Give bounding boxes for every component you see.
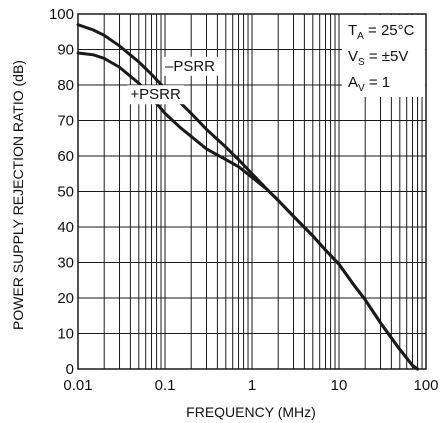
series-label: –PSRR xyxy=(165,58,215,75)
y-tick-label: 10 xyxy=(57,326,74,343)
y-axis-title: POWER SUPPLY REJECTION RATIO (dB) xyxy=(10,60,26,330)
series-label-bg xyxy=(162,56,219,76)
plot-border xyxy=(77,13,427,370)
x-tick-label: 0.01 xyxy=(63,377,92,394)
conditions-bg xyxy=(342,15,425,97)
plot-frame xyxy=(77,13,427,370)
condition-line: AV = 1 xyxy=(348,74,390,94)
y-tick-label: 0 xyxy=(66,361,74,378)
y-tick-label: 60 xyxy=(57,148,74,165)
x-axis-title: FREQUENCY (MHz) xyxy=(186,404,316,420)
condition-line: TA = 25°C xyxy=(348,22,415,42)
y-tick-label: 20 xyxy=(57,290,74,307)
x-tick-label: 1 xyxy=(248,377,256,394)
series-label-bg xyxy=(127,85,184,105)
x-tick-label: 100 xyxy=(413,377,438,394)
y-tick-label: 90 xyxy=(57,42,74,59)
x-tick-label: 10 xyxy=(331,377,348,394)
y-tick-label: 50 xyxy=(57,184,74,201)
x-tick-label: 0.1 xyxy=(155,377,176,394)
conditions-box: TA = 25°C VS = ±5V AV = 1 xyxy=(342,15,425,97)
tick-labels: 0 10 20 30 40 50 60 70 80 90 100 0.01 0.1 1 10 100 xyxy=(49,6,439,394)
series-lines xyxy=(76,23,420,371)
annotations: –PSRR +PSRR xyxy=(127,56,219,105)
series-line-plus-psrr xyxy=(76,51,420,371)
y-tick-label: 70 xyxy=(57,113,74,130)
series-label: +PSRR xyxy=(130,86,181,103)
y-tick-label: 100 xyxy=(49,6,74,23)
condition-line: VS = ±5V xyxy=(348,48,408,68)
y-tick-label: 40 xyxy=(57,219,74,236)
y-tick-label: 80 xyxy=(57,77,74,94)
y-tick-label: 30 xyxy=(57,255,74,272)
